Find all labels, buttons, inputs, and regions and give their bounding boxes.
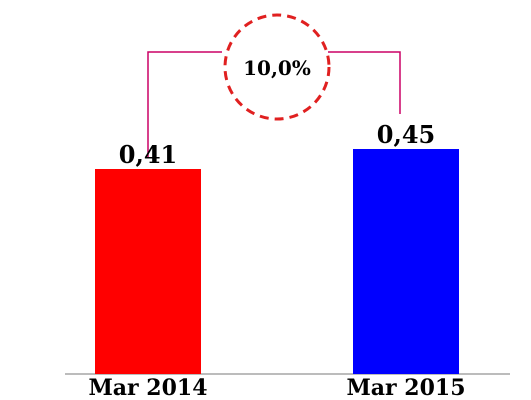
- value-label-1: 0,45: [377, 120, 435, 149]
- change-bracket: 10,0%: [147, 13, 401, 158]
- change-percent-label: 10,0%: [243, 56, 311, 80]
- bracket-right-segment: [328, 51, 401, 114]
- category-labels-group: Mar 2014 Mar 2015: [88, 375, 465, 400]
- bracket-left-segment: [147, 51, 222, 158]
- bar-0: [95, 169, 201, 374]
- category-label-1: Mar 2015: [346, 375, 465, 400]
- bars-group: [95, 149, 459, 374]
- value-label-0: 0,41: [119, 140, 177, 169]
- bar-1: [353, 149, 459, 374]
- value-labels-group: 0,41 0,45: [119, 120, 435, 169]
- category-label-0: Mar 2014: [88, 375, 207, 400]
- change-circle: [223, 13, 331, 121]
